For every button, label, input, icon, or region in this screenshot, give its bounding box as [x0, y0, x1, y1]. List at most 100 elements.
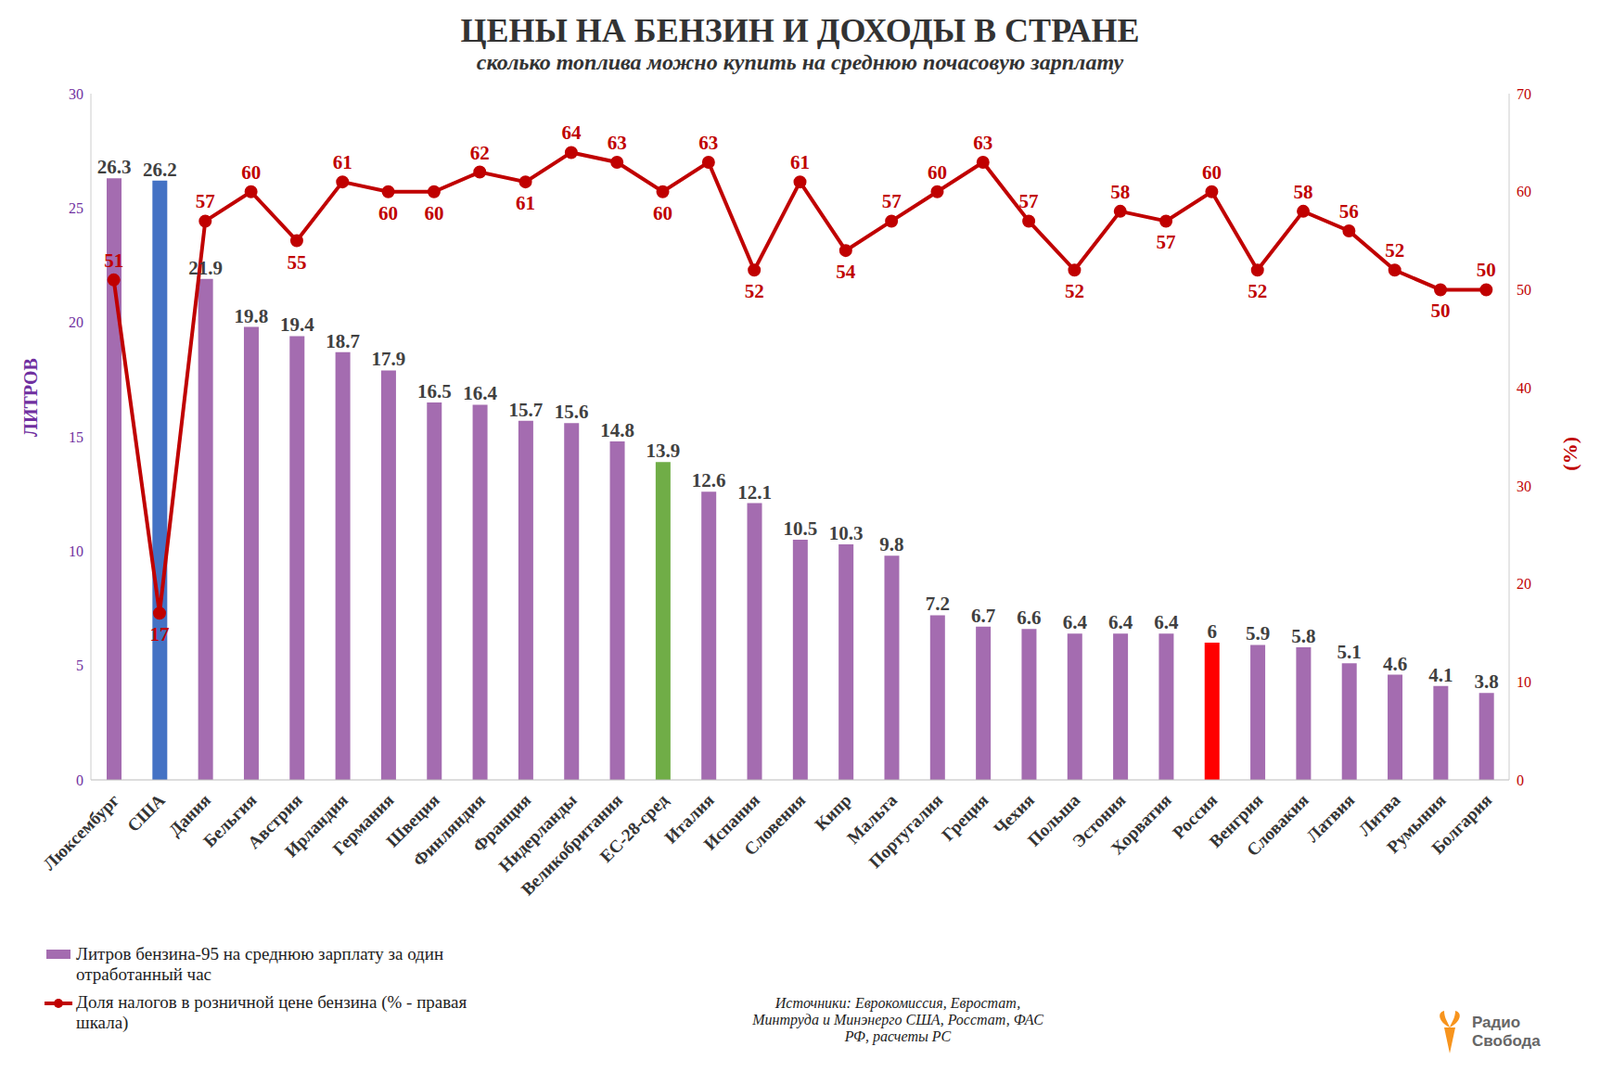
- svg-text:0: 0: [76, 772, 84, 789]
- svg-text:Ирландия: Ирландия: [280, 790, 352, 862]
- svg-text:20: 20: [1516, 576, 1532, 592]
- svg-text:64: 64: [561, 121, 582, 144]
- svg-text:Бельгия: Бельгия: [199, 790, 261, 852]
- svg-text:21.9: 21.9: [188, 256, 223, 280]
- svg-text:ЛИТРОВ: ЛИТРОВ: [20, 358, 41, 437]
- svg-text:10: 10: [68, 543, 84, 560]
- svg-text:0: 0: [1516, 772, 1524, 789]
- svg-text:58: 58: [1110, 180, 1130, 204]
- svg-text:Греция: Греция: [937, 790, 993, 845]
- svg-text:6: 6: [1206, 620, 1217, 643]
- svg-text:17: 17: [149, 623, 169, 646]
- svg-text:Португалия: Португалия: [864, 790, 947, 872]
- svg-text:63: 63: [607, 131, 628, 154]
- svg-text:10: 10: [1516, 674, 1532, 691]
- svg-text:Австрия: Австрия: [243, 790, 306, 853]
- svg-text:Латвия: Латвия: [1302, 790, 1358, 846]
- svg-text:10.3: 10.3: [829, 522, 864, 545]
- svg-text:19.4: 19.4: [280, 313, 315, 336]
- svg-text:Швеция: Швеция: [382, 790, 444, 852]
- svg-text:50: 50: [1476, 258, 1497, 282]
- svg-text:58: 58: [1293, 180, 1314, 204]
- svg-text:ЕС-28-сред: ЕС-28-сред: [596, 790, 673, 867]
- svg-text:25: 25: [68, 200, 84, 217]
- svg-text:60: 60: [927, 161, 948, 184]
- svg-text:9.8: 9.8: [879, 533, 904, 556]
- svg-text:Румыния: Румыния: [1382, 790, 1450, 858]
- svg-text:30: 30: [1516, 478, 1532, 495]
- svg-text:16.5: 16.5: [417, 380, 452, 403]
- svg-text:Словакия: Словакия: [1242, 790, 1313, 860]
- svg-text:20: 20: [68, 314, 84, 331]
- svg-text:6.4: 6.4: [1108, 611, 1134, 634]
- svg-text:40: 40: [1516, 380, 1532, 397]
- svg-text:57: 57: [1156, 230, 1177, 254]
- svg-text:6.6: 6.6: [1016, 606, 1041, 629]
- svg-text:56: 56: [1339, 200, 1359, 223]
- svg-text:63: 63: [698, 131, 718, 154]
- svg-text:Великобритания: Великобритания: [517, 790, 627, 900]
- svg-text:6.4: 6.4: [1062, 611, 1088, 634]
- svg-text:5.1: 5.1: [1337, 640, 1362, 664]
- svg-text:57: 57: [1019, 190, 1039, 213]
- svg-text:61: 61: [515, 192, 536, 215]
- svg-text:12.6: 12.6: [691, 469, 727, 492]
- svg-text:4.6: 4.6: [1382, 652, 1408, 676]
- svg-text:13.9: 13.9: [645, 439, 680, 462]
- svg-text:18.7: 18.7: [325, 330, 360, 353]
- svg-text:57: 57: [882, 190, 902, 213]
- svg-text:16.4: 16.4: [462, 382, 498, 405]
- svg-text:60: 60: [423, 202, 444, 225]
- svg-text:60: 60: [1516, 183, 1532, 200]
- svg-text:5.8: 5.8: [1291, 625, 1316, 648]
- svg-text:Германия: Германия: [328, 790, 397, 859]
- svg-text:12.1: 12.1: [737, 481, 772, 504]
- svg-text:50: 50: [1516, 281, 1532, 298]
- svg-text:США: США: [123, 790, 169, 836]
- svg-text:57: 57: [195, 190, 216, 213]
- svg-text:(%): (%): [1558, 436, 1582, 472]
- svg-text:Финляндия: Финляндия: [409, 790, 489, 871]
- svg-text:6.7: 6.7: [971, 604, 996, 628]
- svg-text:52: 52: [1384, 239, 1405, 262]
- svg-text:63: 63: [972, 131, 993, 154]
- svg-text:15.7: 15.7: [509, 398, 544, 422]
- svg-text:17.9: 17.9: [371, 347, 407, 371]
- svg-text:50: 50: [1431, 299, 1451, 322]
- svg-text:19.8: 19.8: [234, 305, 269, 328]
- svg-text:5.9: 5.9: [1245, 622, 1270, 645]
- svg-text:6.4: 6.4: [1153, 611, 1179, 634]
- svg-text:60: 60: [378, 202, 398, 225]
- svg-text:51: 51: [103, 249, 124, 272]
- svg-text:7.2: 7.2: [925, 592, 950, 615]
- svg-text:4.1: 4.1: [1428, 664, 1453, 687]
- svg-text:70: 70: [1516, 86, 1532, 103]
- svg-text:55: 55: [286, 251, 307, 274]
- svg-text:Хорватия: Хорватия: [1106, 790, 1176, 859]
- svg-text:52: 52: [1064, 280, 1085, 303]
- svg-text:Болгария: Болгария: [1427, 790, 1496, 858]
- svg-text:10.5: 10.5: [782, 517, 818, 540]
- svg-text:62: 62: [470, 141, 490, 165]
- svg-text:60: 60: [1202, 161, 1222, 184]
- svg-text:26.3: 26.3: [97, 155, 132, 179]
- svg-text:Испания: Испания: [699, 790, 764, 854]
- svg-text:Словения: Словения: [740, 790, 809, 859]
- svg-text:3.8: 3.8: [1474, 670, 1499, 693]
- svg-text:Франция: Франция: [468, 790, 535, 857]
- svg-text:61: 61: [790, 151, 810, 174]
- svg-text:5: 5: [76, 657, 84, 674]
- svg-text:Нидерланды: Нидерланды: [495, 790, 581, 876]
- svg-text:15.6: 15.6: [554, 400, 589, 423]
- svg-text:52: 52: [744, 280, 765, 303]
- svg-text:26.2: 26.2: [142, 158, 178, 181]
- svg-text:Люксембург: Люксембург: [38, 790, 124, 875]
- svg-text:61: 61: [332, 151, 353, 174]
- svg-text:54: 54: [835, 260, 857, 283]
- svg-text:30: 30: [68, 86, 84, 103]
- svg-text:60: 60: [241, 161, 261, 184]
- svg-text:14.8: 14.8: [600, 419, 635, 442]
- svg-text:52: 52: [1247, 280, 1268, 303]
- svg-text:60: 60: [652, 202, 673, 225]
- svg-text:15: 15: [68, 429, 84, 446]
